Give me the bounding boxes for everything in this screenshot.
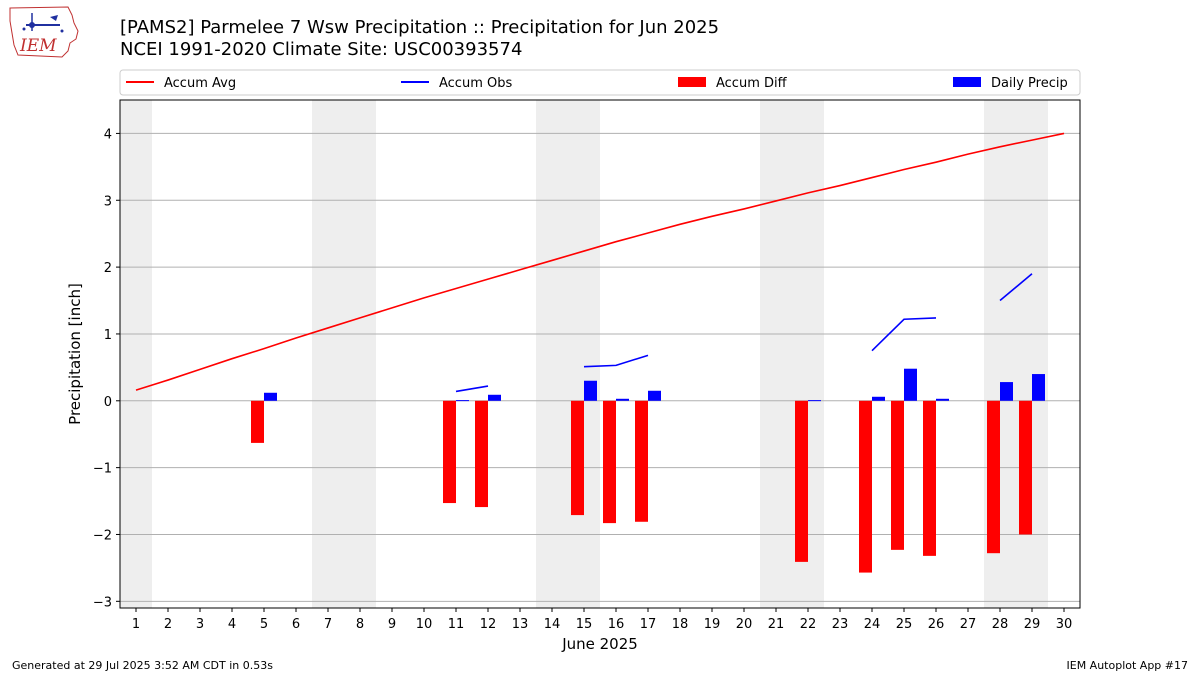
x-tick-label: 13: [512, 617, 529, 632]
weekend-band-14: [536, 100, 568, 608]
x-tick-label: 11: [448, 617, 465, 632]
accum-diff-bar-day-16: [603, 400, 616, 524]
accum-diff-bar-day-25: [891, 400, 904, 550]
accum-avg-line: [135, 132, 1065, 391]
x-tick-label: 30: [1056, 617, 1073, 632]
iem-logo: IEM: [8, 5, 80, 59]
x-tick-label: 1: [132, 617, 140, 632]
x-tick-label: 7: [324, 617, 332, 632]
daily-precip-bar-day-11: [456, 400, 469, 402]
x-tick-label: 24: [864, 617, 881, 632]
x-tick-label: 25: [896, 617, 913, 632]
weekend-band-1: [120, 100, 152, 608]
legend-label: Accum Diff: [716, 76, 788, 91]
legend-label: Accum Obs: [439, 76, 512, 91]
x-tick-label: 10: [416, 617, 433, 632]
y-tick-label: −3: [93, 595, 112, 610]
daily-precip-bar-day-25: [904, 368, 917, 401]
x-tick-label: 9: [388, 617, 396, 632]
x-tick-label: 5: [260, 617, 268, 632]
daily-precip-bar-day-15: [584, 380, 597, 401]
plot-frame: [119, 99, 1081, 609]
x-tick-label: 21: [768, 617, 785, 632]
x-tick-label: 6: [292, 617, 300, 632]
x-tick-label: 4: [228, 617, 236, 632]
y-tick-label: −2: [93, 528, 112, 543]
legend-swatch-bar: [953, 77, 981, 87]
accum-diff-bar-day-24: [859, 400, 872, 573]
y-tick-label: 4: [104, 127, 112, 142]
daily-precip-bar-day-22: [808, 400, 821, 402]
accum-diff-bar-day-15: [571, 400, 584, 516]
x-tick-label: 12: [480, 617, 497, 632]
daily-precip-bar-day-28: [1000, 382, 1013, 401]
y-axis-label: Precipitation [inch]: [66, 283, 84, 425]
legend-box: [119, 69, 1081, 96]
weekend-band-15: [568, 100, 600, 608]
chart-subtitle: NCEI 1991-2020 Climate Site: USC00393574: [120, 39, 523, 60]
app-note: IEM Autoplot App #17: [1066, 659, 1189, 672]
accum-diff-bar-day-5: [251, 400, 264, 443]
accum-diff-bar-day-12: [475, 400, 488, 508]
accum-obs-line-segment-4: [999, 273, 1033, 302]
accum-diff-bar-day-22: [795, 400, 808, 562]
daily-precip-bar-day-5: [264, 392, 277, 401]
accum-diff-bar-day-17: [635, 400, 648, 522]
x-tick-label: 18: [672, 617, 689, 632]
generated-note: Generated at 29 Jul 2025 3:52 AM CDT in …: [12, 659, 273, 672]
y-tick-label: −1: [93, 462, 112, 477]
x-tick-label: 3: [196, 617, 204, 632]
daily-precip-bar-day-16: [616, 398, 629, 401]
y-tick-label: 2: [104, 261, 112, 276]
x-tick-label: 8: [356, 617, 364, 632]
x-tick-label: 14: [544, 617, 561, 632]
legend-label: Accum Avg: [164, 76, 236, 91]
x-tick-label: 28: [992, 617, 1009, 632]
x-axis-label: June 2025: [561, 635, 638, 653]
chart-title: [PAMS2] Parmelee 7 Wsw Precipitation :: …: [120, 17, 720, 38]
x-tick-label: 27: [960, 617, 977, 632]
accum-diff-bar-day-28: [987, 400, 1000, 554]
accum-obs-line-segment-3: [871, 317, 937, 352]
x-tick-label: 15: [576, 617, 593, 632]
legend-swatch-bar: [678, 77, 706, 87]
x-tick-label: 19: [704, 617, 721, 632]
daily-precip-bar-day-29: [1032, 374, 1045, 401]
accum-diff-bar-day-26: [923, 400, 936, 556]
legend-label: Daily Precip: [991, 76, 1068, 91]
daily-precip-bar-day-26: [936, 398, 949, 401]
x-tick-label: 17: [640, 617, 657, 632]
weekend-band-7: [312, 100, 344, 608]
accum-diff-bar-day-11: [443, 400, 456, 504]
x-tick-label: 22: [800, 617, 817, 632]
x-tick-label: 16: [608, 617, 625, 632]
daily-precip-bar-day-12: [488, 394, 501, 401]
x-tick-label: 23: [832, 617, 849, 632]
weekend-band-21: [760, 100, 792, 608]
y-tick-label: 3: [104, 194, 112, 209]
accum-obs-line-segment-2: [583, 354, 649, 368]
x-tick-label: 29: [1024, 617, 1041, 632]
weekend-band-8: [344, 100, 376, 608]
accum-obs-line-segment-1: [455, 385, 489, 393]
logo-text: IEM: [19, 36, 57, 56]
accum-diff-bar-day-29: [1019, 400, 1032, 535]
daily-precip-bar-day-17: [648, 390, 661, 401]
daily-precip-bar-day-24: [872, 396, 885, 401]
x-tick-label: 20: [736, 617, 753, 632]
y-tick-label: 0: [104, 395, 112, 410]
y-tick-label: 1: [104, 328, 112, 343]
x-tick-label: 2: [164, 617, 172, 632]
x-tick-label: 26: [928, 617, 945, 632]
